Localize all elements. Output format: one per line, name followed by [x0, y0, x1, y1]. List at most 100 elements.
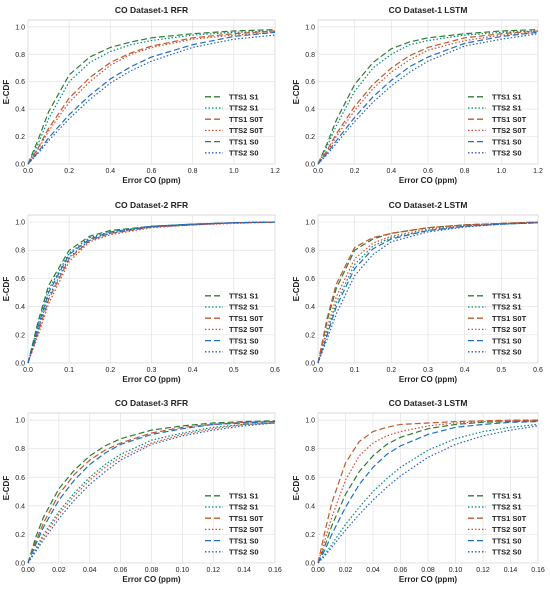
legend-entry: TTS1 S1: [492, 292, 522, 301]
legend-entry: TTS2 S1: [492, 104, 522, 113]
legend-entry: TTS1 S0: [492, 137, 522, 146]
y-tick-label: 0.0: [305, 561, 315, 568]
series-line-tts1-s1: [27, 420, 276, 564]
legend-entry: TTS2 S1: [229, 503, 259, 512]
y-tick-label: 0.2: [305, 532, 315, 539]
y-tick-label: 0.4: [15, 503, 25, 510]
y-tick-label: 0.6: [15, 276, 25, 283]
series-line-tts1-s0: [27, 420, 276, 564]
x-axis-label: Error CO (ppm): [122, 176, 181, 185]
legend-entry: TTS2 S0: [229, 548, 259, 557]
series-line-tts1-s1: [27, 29, 276, 165]
legend-entry: TTS2 S0T: [229, 126, 264, 135]
x-tick-label: 0.16: [531, 567, 545, 574]
x-tick-label: 0.6: [533, 367, 543, 374]
x-tick-label: 0.0: [23, 168, 33, 175]
x-axis-label: Error CO (ppm): [399, 575, 458, 584]
x-tick-label: 0.14: [504, 567, 518, 574]
x-tick-label: 0.6: [423, 168, 433, 175]
y-axis-label: E-CDF: [292, 476, 301, 501]
x-tick-label: 0.3: [147, 367, 157, 374]
y-tick-label: 0.6: [305, 475, 315, 482]
series-line-tts1-s0t: [317, 419, 538, 564]
x-tick-label: 0.02: [339, 567, 353, 574]
x-tick-label: 0.04: [366, 567, 380, 574]
chart-panel-4: 0.0 0.1 0.2 0.3 0.4 0.5 0.6 0.0 0.2 0.4 0.6 0.8 1.0 C…: [292, 200, 543, 384]
x-tick-label: 0.04: [83, 567, 97, 574]
x-tick-label: 0.08: [145, 567, 159, 574]
x-tick-label: 0.2: [105, 367, 115, 374]
legend-entry: TTS1 S0: [492, 336, 522, 345]
x-tick-label: 0.02: [52, 567, 66, 574]
legend-entry: TTS2 S1: [229, 104, 259, 113]
x-tick-label: 1.0: [496, 168, 506, 175]
y-tick-label: 0.6: [305, 79, 315, 86]
series-line-tts1-s1: [317, 29, 539, 165]
series-line-tts1-s0t: [317, 30, 539, 165]
x-tick-label: 0.16: [268, 567, 282, 574]
legend-entry: TTS1 S0: [229, 536, 259, 545]
y-tick-label: 0.2: [305, 134, 315, 141]
chart-title: CO Dataset-3 RFR: [115, 398, 188, 408]
y-tick-label: 1.0: [305, 220, 315, 227]
legend-entry: TTS2 S1: [492, 503, 522, 512]
y-tick-label: 1.0: [15, 220, 25, 227]
y-axis-label: E-CDF: [2, 80, 11, 105]
legend-entry: TTS1 S1: [229, 492, 259, 501]
x-tick-label: 0.0: [313, 367, 323, 374]
x-tick-label: 0.4: [460, 367, 470, 374]
x-axis-label: Error CO (ppm): [122, 575, 181, 584]
y-tick-label: 0.8: [15, 248, 25, 255]
series-line-tts1-s0t: [317, 221, 539, 364]
series-line-tts2-s0t: [317, 221, 539, 364]
chart-panel-1: 0.0 0.2 0.4 0.6 0.8 1.0 1.2 0.0 0.2 0.4 0.6 0.8 1.0 C…: [2, 5, 280, 185]
legend-entry: TTS2 S1: [229, 303, 259, 312]
y-tick-label: 0.2: [15, 134, 25, 141]
series-line-tts1-s0: [317, 222, 539, 364]
y-tick-label: 0.8: [305, 52, 315, 59]
x-tick-label: 0.8: [188, 168, 198, 175]
y-tick-label: 0.8: [15, 52, 25, 59]
legend-entry: TTS2 S0: [229, 149, 259, 158]
chart-panel-3: 0.0 0.1 0.2 0.3 0.4 0.5 0.6 0.0 0.2 0.4 0.6 0.8 1.0 C…: [2, 200, 280, 384]
x-axis-label: Error CO (ppm): [399, 176, 458, 185]
x-tick-label: 0.5: [496, 367, 506, 374]
series-line-tts1-s1: [317, 420, 539, 564]
series-line-tts2-s0t: [317, 31, 539, 165]
x-tick-label: 0.6: [270, 367, 280, 374]
legend-entry: TTS1 S0T: [229, 514, 264, 523]
series-line-tts2-s0: [317, 425, 539, 564]
chart-title: CO Dataset-3 LSTM: [389, 398, 468, 408]
y-axis-label: E-CDF: [2, 476, 11, 501]
legend-entry: TTS2 S0T: [492, 525, 527, 534]
x-tick-label: 0.3: [423, 367, 433, 374]
x-tick-label: 0.4: [105, 168, 115, 175]
y-tick-label: 0.4: [305, 304, 315, 311]
y-tick-label: 0.0: [15, 361, 25, 368]
series-line-tts2-s0t: [27, 31, 276, 165]
legend-entry: TTS1 S1: [229, 93, 259, 102]
y-tick-label: 0.4: [15, 304, 25, 311]
chart-title: CO Dataset-1 RFR: [115, 5, 188, 15]
x-tick-label: 0.0: [313, 168, 323, 175]
legend-entry: TTS1 S0T: [492, 115, 527, 124]
legend-entry: TTS1 S0T: [492, 314, 527, 323]
x-tick-label: 0.0: [23, 367, 33, 374]
series-line-tts2-s1: [317, 30, 539, 165]
series-line-tts2-s1: [27, 221, 276, 364]
y-tick-label: 0.0: [15, 162, 25, 169]
x-tick-label: 0.1: [64, 367, 74, 374]
x-tick-label: 0.12: [206, 567, 220, 574]
x-tick-label: 0.10: [176, 567, 190, 574]
legend-entry: TTS1 S0T: [229, 314, 264, 323]
chart-panel-2: 0.0 0.2 0.4 0.6 0.8 1.0 1.2 0.0 0.2 0.4 0.6 0.8 1.0 C…: [292, 5, 543, 185]
y-axis-label: E-CDF: [292, 80, 301, 105]
legend-entry: TTS1 S0T: [229, 115, 264, 124]
y-tick-label: 0.6: [15, 475, 25, 482]
series-line-tts2-s0: [27, 221, 276, 364]
x-tick-label: 0.14: [237, 567, 251, 574]
legend-entry: TTS2 S0: [492, 348, 522, 357]
series-line-tts2-s1: [27, 422, 276, 564]
y-tick-label: 1.0: [15, 418, 25, 425]
